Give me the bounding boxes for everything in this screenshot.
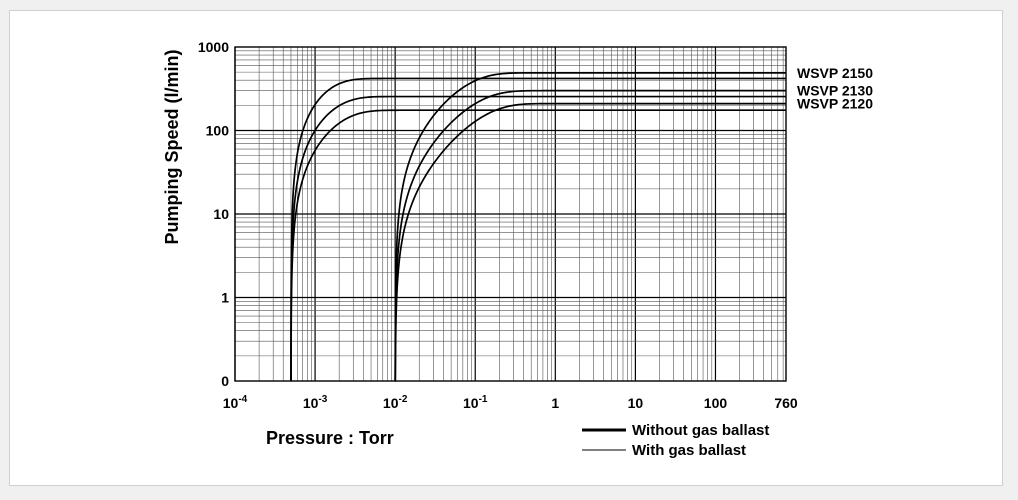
x-tick-label: 100 [704, 395, 728, 411]
y-tick-label: 0 [221, 373, 229, 389]
legend-label-without-gas-ballast: Without gas ballast [632, 422, 769, 439]
x-tick-label: 10-1 [463, 394, 488, 411]
y-tick-label: 100 [206, 123, 230, 139]
curve-wsvp-2150-no-ballast [290, 77, 786, 382]
curve-wsvp-2130-ballast [394, 89, 786, 382]
x-axis-title: Pressure : Torr [266, 428, 394, 448]
y-tick-labels: 0 1 10 100 1000 [198, 39, 229, 389]
curves [290, 72, 786, 382]
legend-label-with-gas-ballast: With gas ballast [632, 442, 746, 459]
plot-border [234, 46, 787, 382]
series-label-wsvp-2120: WSVP 2120 [797, 96, 873, 112]
y-tick-label: 1 [221, 290, 229, 306]
y-axis-title: Pumping Speed (l/min) [162, 49, 182, 244]
x-tick-label: 10-4 [223, 394, 248, 411]
series-label-wsvp-2150: WSVP 2150 [797, 65, 873, 81]
curve-wsvp-2150-ballast [394, 72, 786, 382]
x-tick-label: 10 [628, 395, 644, 411]
x-tick-label: 760 [774, 395, 798, 411]
series-label-wsvp-2130: WSVP 2130 [797, 83, 873, 99]
x-tick-label: 10-3 [303, 394, 328, 411]
x-tick-labels: 10-4 10-3 10-2 10-1 1 10 100 760 [223, 394, 798, 411]
curve-wsvp-2120-ballast [394, 102, 786, 382]
legend: Without gas ballast With gas ballast [582, 422, 769, 459]
curve-wsvp-2130-no-ballast [290, 95, 786, 382]
y-tick-label: 1000 [198, 39, 229, 55]
curve-wsvp-2120-no-ballast [290, 109, 786, 382]
y-tick-label: 10 [213, 206, 229, 222]
x-tick-label: 1 [551, 395, 559, 411]
x-tick-label: 10-2 [383, 394, 408, 411]
chart-frame [9, 10, 1003, 486]
